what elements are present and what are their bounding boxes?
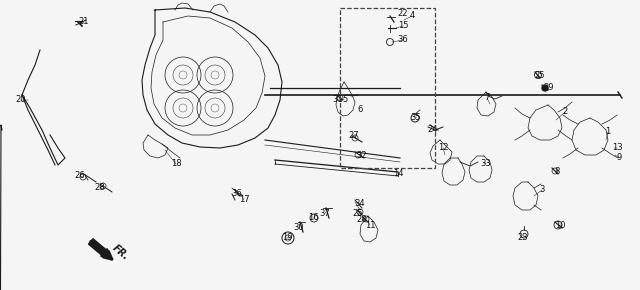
Text: 32: 32 bbox=[356, 151, 367, 160]
Circle shape bbox=[542, 85, 548, 91]
Text: 35: 35 bbox=[411, 113, 421, 122]
Text: 36: 36 bbox=[232, 189, 243, 198]
Text: 12: 12 bbox=[438, 144, 448, 153]
Text: 15: 15 bbox=[397, 21, 408, 30]
Text: 22: 22 bbox=[397, 10, 408, 19]
Text: 31: 31 bbox=[333, 95, 343, 104]
Text: 21: 21 bbox=[79, 17, 89, 26]
Text: 24: 24 bbox=[428, 126, 438, 135]
Text: 10: 10 bbox=[555, 222, 565, 231]
Text: 14: 14 bbox=[393, 168, 403, 177]
Text: 28: 28 bbox=[95, 184, 106, 193]
Bar bbox=[340, 8, 435, 168]
Text: 13: 13 bbox=[612, 144, 622, 153]
Text: 11: 11 bbox=[365, 220, 375, 229]
Text: 36: 36 bbox=[397, 35, 408, 44]
Text: 9: 9 bbox=[616, 153, 621, 162]
Text: 37: 37 bbox=[319, 209, 330, 218]
Text: 4: 4 bbox=[410, 12, 415, 21]
Text: 5: 5 bbox=[342, 95, 348, 104]
Text: 8: 8 bbox=[554, 168, 560, 177]
Text: 18: 18 bbox=[171, 160, 181, 168]
Text: 3: 3 bbox=[540, 186, 545, 195]
Text: 33: 33 bbox=[481, 159, 492, 168]
Text: 26: 26 bbox=[75, 171, 85, 180]
Text: 17: 17 bbox=[239, 195, 250, 204]
FancyArrow shape bbox=[88, 239, 110, 258]
Text: FR.: FR. bbox=[111, 242, 131, 262]
Text: 28: 28 bbox=[356, 215, 367, 224]
Text: 29: 29 bbox=[544, 84, 554, 93]
Text: 25: 25 bbox=[535, 72, 545, 81]
Text: 34: 34 bbox=[355, 200, 365, 209]
Text: 7: 7 bbox=[484, 93, 490, 102]
Text: 1: 1 bbox=[605, 128, 611, 137]
Text: 19: 19 bbox=[282, 233, 292, 242]
Text: 16: 16 bbox=[308, 213, 318, 222]
Text: 27: 27 bbox=[349, 131, 359, 140]
Text: 6: 6 bbox=[357, 106, 363, 115]
Text: 2: 2 bbox=[563, 108, 568, 117]
Text: 23: 23 bbox=[518, 233, 528, 242]
Text: 25: 25 bbox=[353, 209, 364, 218]
Text: 20: 20 bbox=[16, 95, 26, 104]
Text: 30: 30 bbox=[294, 224, 304, 233]
